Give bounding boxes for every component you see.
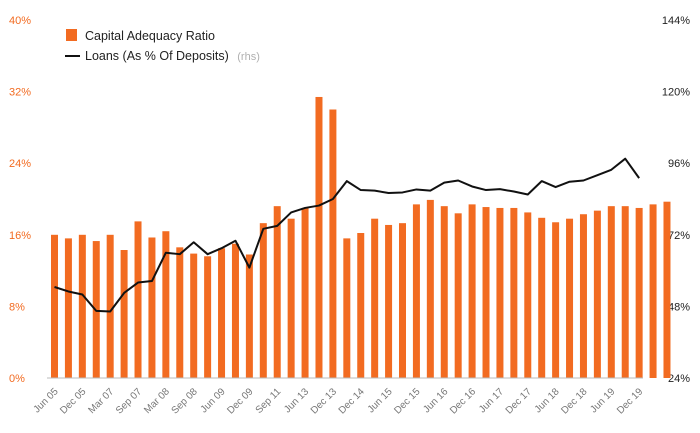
x-tick-label: Dec 18 [559,386,589,416]
x-tick-label: Dec 16 [448,386,478,416]
bar [552,222,560,378]
bar [218,248,226,378]
legend-label-car: Capital Adequacy Ratio [85,29,215,43]
bar [64,238,72,378]
line-series [54,157,640,313]
bar [273,206,281,378]
bar [454,213,462,378]
bar [134,221,142,379]
x-tick-label: Dec 14 [337,386,367,416]
bar [245,254,253,378]
right-y-axis: 24% 48% 72% 96% 120% 144% [662,15,690,385]
bar [259,223,267,378]
bar [482,207,490,378]
y-right-tick-label: 144% [662,15,690,27]
x-tick-label: Dec 13 [309,386,339,416]
bar [412,204,420,378]
bar [579,214,587,378]
y-left-tick-label: 0% [9,373,25,385]
x-tick-label: Dec 15 [392,386,422,416]
x-tick-label: Jun 19 [588,386,617,415]
bar [315,96,323,378]
bar [663,201,671,378]
x-tick-label: Jun 09 [199,386,228,415]
bar [593,210,601,378]
bar [106,234,114,378]
y-left-tick-label: 8% [9,301,25,313]
x-tick-label: Dec 17 [504,386,534,416]
bar [649,204,657,378]
bar [301,207,309,378]
x-tick-label: Sep 08 [170,386,200,416]
bar [496,207,504,378]
bar [510,207,518,378]
bar [468,204,476,378]
bar [204,256,212,378]
bar [51,234,58,378]
x-tick-label: Jun 15 [366,386,395,415]
legend-swatch-bar [66,29,77,41]
x-tick-label: Jun 17 [477,386,506,415]
x-tick-label: Dec 09 [225,386,255,416]
bar [357,233,365,378]
x-tick-label: Jun 18 [533,386,562,415]
y-right-tick-label: 120% [662,87,690,99]
loans-line [54,157,640,313]
bar [621,206,629,378]
bar [231,243,239,378]
y-right-tick-label: 24% [668,373,690,385]
bar [162,231,170,378]
bar [566,218,574,378]
y-left-tick-label: 16% [9,230,31,242]
x-tick-label: Sep 11 [254,386,284,416]
x-tick-label: Mar 08 [142,386,172,416]
y-right-tick-label: 48% [668,301,690,313]
x-tick-label: Mar 07 [87,386,117,416]
bar [399,223,406,378]
x-tick-label: Dec 05 [58,386,88,416]
x-tick-label: Jun 16 [421,386,450,415]
legend-label-loans-group: Loans (As % Of Deposits) (rhs) [85,47,260,64]
y-left-tick-label: 32% [9,87,31,99]
bar-series [51,96,671,379]
bar [371,218,379,378]
bar [78,234,86,378]
bar [343,238,351,378]
x-tick-label: Jun 13 [282,386,311,415]
y-right-tick-label: 96% [668,158,690,170]
bar [287,218,295,378]
bar [538,217,546,378]
legend-rhs-suffix: (rhs) [237,51,260,63]
bar [148,237,156,378]
y-left-tick-label: 24% [9,158,31,170]
x-tick-label: Dec 19 [615,386,645,416]
bar [524,212,532,378]
bar [607,206,615,378]
bar [120,250,128,378]
bar [440,206,448,378]
bar [385,224,393,378]
bar [426,199,434,378]
legend: Capital Adequacy Ratio Loans (As % Of De… [65,29,260,64]
y-left-tick-label: 40% [9,15,31,27]
left-y-axis: 0% 8% 16% 24% 32% 40% [9,15,31,385]
bar [329,109,337,378]
legend-label-loans: Loans (As % Of Deposits) [85,49,229,63]
x-tick-label: Jun 05 [32,386,61,415]
y-right-tick-label: 72% [668,230,690,242]
x-tick-label: Sep 07 [114,386,144,416]
bar [176,247,184,378]
bar [635,207,643,378]
bar [190,253,198,378]
